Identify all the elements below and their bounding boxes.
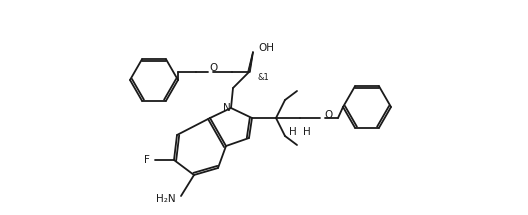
Text: O: O [209,63,217,73]
Text: O: O [324,110,332,120]
Text: H: H [303,127,311,137]
Text: H₂N: H₂N [156,194,176,204]
Text: H: H [289,127,297,137]
Text: &1: &1 [257,72,269,81]
Text: F: F [144,155,150,165]
Text: OH: OH [258,43,274,53]
Text: N: N [223,103,231,113]
